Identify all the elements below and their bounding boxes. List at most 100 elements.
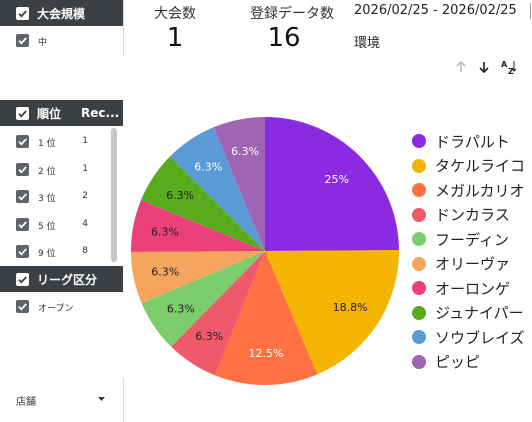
legend-item[interactable]: オーロンゲ xyxy=(412,277,510,299)
divider xyxy=(530,3,531,19)
sort-descending-icon[interactable] xyxy=(478,60,490,74)
filter-title: 順位 xyxy=(37,106,62,121)
legend-label: ドンカラス xyxy=(435,206,510,224)
legend-item[interactable]: オリーヴァ xyxy=(412,253,510,275)
filter-option-label: オープン xyxy=(38,304,74,314)
pie-slice-8[interactable] xyxy=(169,127,265,251)
legend-swatch xyxy=(412,330,426,344)
legend-item[interactable]: ピッピ xyxy=(412,351,480,373)
legend-swatch xyxy=(412,134,426,148)
kpi-label: 登録データ数 xyxy=(250,6,334,22)
legend-swatch xyxy=(412,305,426,320)
store-dropdown-label: 店舗 xyxy=(16,397,36,408)
checkbox[interactable] xyxy=(16,190,29,203)
checkbox[interactable] xyxy=(16,34,29,47)
legend-item[interactable]: ドンカラス xyxy=(412,204,510,226)
pie-slice-label-2: 12.5% xyxy=(248,347,283,360)
pie-slice-label-5: 6.3% xyxy=(151,266,179,279)
pie-slice-4[interactable] xyxy=(141,251,265,347)
pie-slice-label-7: 6.3% xyxy=(166,189,194,202)
rank-filter-header[interactable]: 順位 Rec... xyxy=(0,100,123,126)
legend-item[interactable]: メガルカリオ xyxy=(412,179,525,201)
legend-swatch xyxy=(412,281,426,295)
legend-label: ジュナイパー xyxy=(435,304,524,322)
legend-swatch xyxy=(412,158,426,173)
filter-option-label: 1 位 xyxy=(38,139,56,149)
svg-text:Z: Z xyxy=(508,67,514,75)
pie-slice-1[interactable] xyxy=(265,250,399,375)
pie-slice-7[interactable] xyxy=(140,156,265,251)
legend-swatch xyxy=(412,232,426,246)
pie-slice-label-8: 6.3% xyxy=(194,160,222,173)
legend-swatch xyxy=(412,354,426,369)
pie-slice-label-9: 6.3% xyxy=(231,145,259,158)
dropdown-arrow-icon xyxy=(98,397,105,401)
tournament-size-filter-header[interactable]: 大会規模 xyxy=(0,0,123,26)
filter-option-count: 1 xyxy=(82,136,88,146)
legend-swatch xyxy=(412,256,426,271)
filter-column-header: Rec... xyxy=(81,106,120,120)
kpi-label: 大会数 xyxy=(154,6,196,22)
filter-option[interactable]: 中 xyxy=(0,27,110,53)
pie-slice-5[interactable] xyxy=(131,251,265,304)
checkbox[interactable] xyxy=(16,245,29,258)
pie-slice-2[interactable] xyxy=(215,251,318,385)
pie-slice-6[interactable] xyxy=(131,200,265,252)
store-dropdown[interactable]: 店舗 xyxy=(16,390,108,410)
legend-label: オーロンゲ xyxy=(435,279,511,298)
pie-slice-9[interactable] xyxy=(213,117,265,251)
filter-title: リーグ区分 xyxy=(37,272,98,287)
kpi-value: 1 xyxy=(166,23,184,53)
filter-scrollbar[interactable] xyxy=(111,128,117,262)
checkbox[interactable] xyxy=(16,218,29,231)
sort-az-icon[interactable]: A Z xyxy=(500,59,518,75)
legend-item[interactable]: タケルライコ xyxy=(412,155,525,177)
filter-option[interactable]: 9 位 8 xyxy=(0,238,110,264)
select-all-checkbox[interactable] xyxy=(16,106,29,120)
legend-item[interactable]: フーディン xyxy=(412,228,509,250)
pie-slice-0[interactable] xyxy=(265,117,399,251)
svg-text:A: A xyxy=(501,60,508,69)
checkbox[interactable] xyxy=(16,300,29,313)
sort-ascending-icon[interactable] xyxy=(455,60,467,74)
date-range-picker[interactable]: 2026/02/25 - 2026/02/25 xyxy=(354,3,517,18)
checkbox[interactable] xyxy=(16,163,29,176)
divider xyxy=(123,0,124,56)
legend-label: ソウブレイズ xyxy=(435,328,525,347)
legend-label: ピッピ xyxy=(435,353,481,371)
pie-slice-label-6: 6.3% xyxy=(151,226,179,239)
legend-label: メガルカリオ xyxy=(435,181,525,200)
filter-title: 大会規模 xyxy=(37,6,86,21)
filter-option[interactable]: 1 位 1 xyxy=(0,128,110,154)
kpi-value: 16 xyxy=(267,23,301,53)
legend-item[interactable]: ドラパルト xyxy=(412,130,510,152)
filter-option-label: 9 位 xyxy=(38,249,56,259)
pie-slice-label-3: 6.3% xyxy=(195,330,223,343)
league-filter-header[interactable]: リーグ区分 xyxy=(0,266,123,292)
checkbox[interactable] xyxy=(16,135,29,148)
filter-option[interactable]: 3 位 2 xyxy=(0,183,110,209)
environment-label: 環境 xyxy=(354,36,381,51)
filter-option-count: 1 xyxy=(82,164,88,174)
pie-slice-label-0: 25% xyxy=(325,173,349,186)
filter-option-label: 2 位 xyxy=(38,167,56,177)
filter-option[interactable]: オープン xyxy=(0,293,110,319)
select-all-checkbox[interactable] xyxy=(16,272,29,286)
legend-item[interactable]: ソウブレイズ xyxy=(412,326,525,348)
select-all-checkbox[interactable] xyxy=(16,6,29,20)
pie-slice-3[interactable] xyxy=(171,251,265,376)
filter-option[interactable]: 2 位 1 xyxy=(0,156,110,182)
filter-option-count: 4 xyxy=(82,219,88,229)
legend-label: フーディン xyxy=(435,230,509,249)
filter-option[interactable]: 5 位 4 xyxy=(0,211,110,237)
legend-item[interactable]: ジュナイパー xyxy=(412,302,524,324)
legend-swatch xyxy=(412,207,426,222)
filter-option-label: 3 位 xyxy=(38,194,56,204)
divider xyxy=(123,378,124,422)
legend-label: オリーヴァ xyxy=(435,255,511,273)
legend-label: ドラパルト xyxy=(435,132,510,151)
pie-slice-label-4: 6.3% xyxy=(167,302,195,315)
legend-swatch xyxy=(412,183,426,197)
filter-option-count: 2 xyxy=(82,191,88,201)
